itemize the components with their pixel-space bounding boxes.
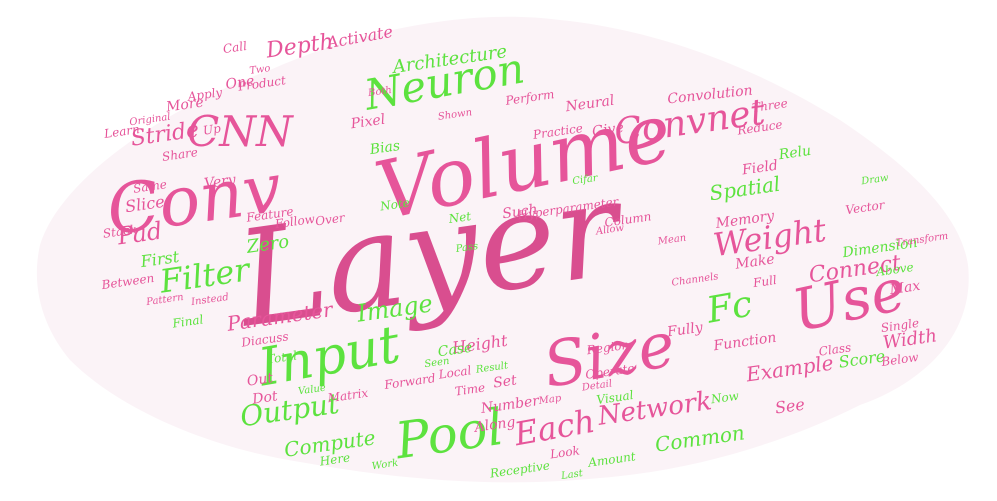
word-three: Three: [751, 96, 788, 115]
word-dot: Dot: [250, 388, 279, 408]
word-detail: Detail: [580, 378, 613, 393]
word-final: Final: [171, 312, 205, 330]
word-cifar: Cifar: [572, 173, 600, 188]
word-class: Class: [818, 340, 852, 358]
word-perform: Perform: [504, 87, 556, 108]
word-such: Such: [501, 202, 538, 223]
word-one: One: [225, 73, 256, 93]
word-note: Note: [378, 196, 410, 214]
word-time: Time: [454, 380, 486, 398]
word-now: Now: [709, 389, 740, 407]
word-case: Case: [437, 340, 473, 361]
word-look: Look: [548, 444, 580, 462]
word-bias: Bias: [368, 138, 401, 158]
word-net: Net: [447, 209, 472, 226]
word-matrix: Matrix: [326, 386, 369, 406]
word-call: Call: [222, 39, 248, 56]
word-total: Total: [266, 348, 298, 366]
word-vector: Vector: [845, 198, 887, 217]
word-operate: Operate: [584, 361, 635, 382]
word-see: See: [774, 395, 806, 418]
word-below: Below: [880, 350, 921, 369]
word-follow: Follow: [273, 212, 316, 232]
word-feature: Feature: [245, 204, 295, 225]
word-here: Here: [318, 450, 351, 468]
word-reduce: Reduce: [735, 117, 783, 137]
word-mean: Mean: [656, 233, 687, 248]
word-pass: Pass: [454, 241, 479, 255]
word-last: Last: [559, 468, 584, 482]
word-diacuss: Diacuss: [240, 329, 290, 350]
word-draw: Draw: [860, 173, 890, 188]
word-column: Column: [604, 209, 653, 229]
word-out: Out: [246, 370, 274, 390]
word-both: Both: [366, 85, 392, 99]
word-visual: Visual: [596, 388, 635, 407]
word-make: Make: [733, 251, 775, 272]
word-region: Region: [585, 338, 630, 358]
word-fully: Fully: [665, 319, 705, 340]
word-more: More: [164, 94, 205, 115]
word-result: Result: [474, 360, 509, 376]
word-pad: Pad: [115, 217, 164, 251]
word-amount: Amount: [586, 449, 636, 470]
word-pixel: Pixel: [349, 112, 386, 133]
word-instead: Instead: [190, 292, 230, 308]
word-over: Over: [314, 210, 346, 228]
word-set: Set: [492, 372, 518, 391]
word-field: Field: [740, 158, 779, 179]
word-along: Along: [472, 414, 517, 436]
cloud-shape: [36, 16, 969, 483]
word-cnn: CNN: [187, 107, 294, 156]
word-give: Give: [591, 120, 625, 140]
word-apply: Apply: [186, 85, 223, 104]
word-product: Product: [236, 73, 287, 94]
word-learn: Learn: [102, 122, 140, 141]
word-shown: Shown: [437, 107, 473, 123]
word-share: Share: [161, 145, 199, 164]
word-neural: Neural: [564, 93, 616, 116]
word-allow: Allow: [594, 223, 625, 238]
word-full: Full: [751, 273, 778, 290]
word-local: Local: [437, 363, 473, 382]
word-above: Above: [874, 260, 914, 279]
word-max: Max: [888, 278, 922, 298]
word-two: Two: [249, 63, 271, 77]
word-very: Very: [203, 172, 238, 192]
word-up: Up: [202, 121, 222, 137]
word-same: Same: [132, 177, 167, 196]
word-pattern: Pattern: [145, 292, 185, 308]
word-map: Map: [537, 393, 562, 407]
word-single: Single: [880, 316, 920, 335]
word-seen: Seen: [424, 356, 450, 370]
word-work: Work: [371, 458, 399, 473]
word-relu: Relu: [777, 143, 812, 163]
word-fc: Fc: [703, 283, 756, 331]
word-value: Value: [297, 383, 326, 398]
word-stack: Stack: [102, 222, 138, 241]
